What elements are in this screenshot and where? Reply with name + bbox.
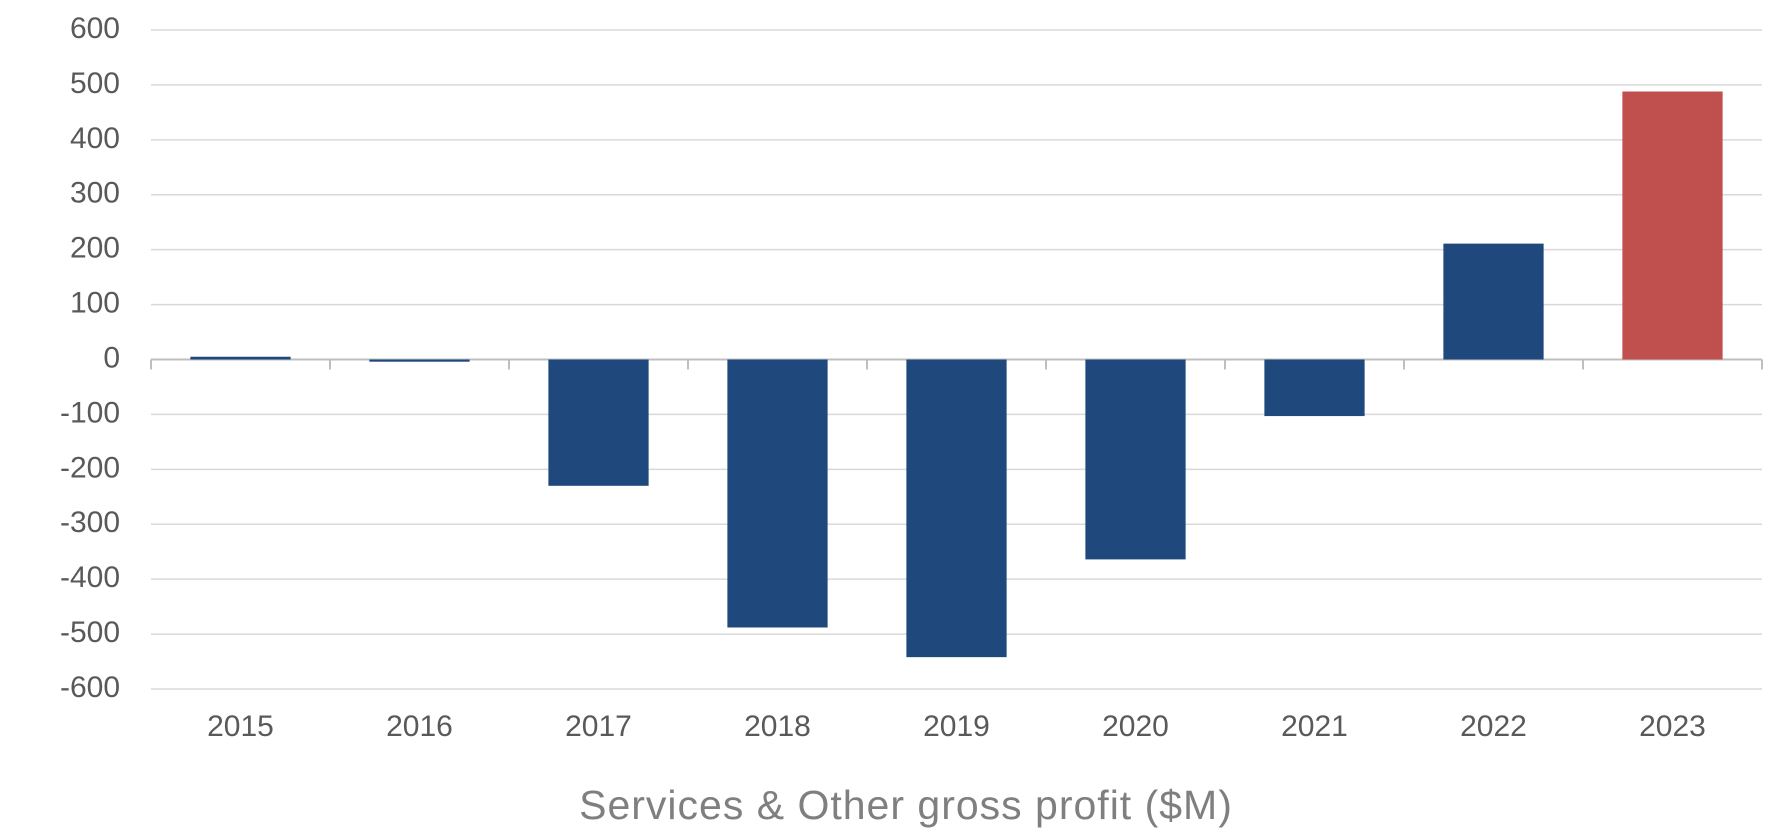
y-tick-label: -200 — [60, 451, 120, 484]
x-tick-label: 2015 — [207, 710, 274, 743]
y-tick-label: -400 — [60, 561, 120, 594]
bar — [548, 359, 649, 486]
x-tick-label: 2017 — [565, 710, 632, 743]
bar — [1622, 91, 1723, 360]
bar — [1085, 359, 1186, 560]
y-tick-label: 100 — [70, 287, 120, 320]
bar — [369, 359, 470, 362]
x-tick-label: 2018 — [744, 710, 811, 743]
x-tick-label: 2021 — [1281, 710, 1348, 743]
bar — [190, 356, 291, 360]
bar — [727, 359, 828, 628]
x-tick-label: 2019 — [923, 710, 990, 743]
bar — [906, 359, 1007, 658]
y-tick-label: -600 — [60, 671, 120, 704]
y-tick-label: 200 — [70, 232, 120, 265]
y-tick-label: -100 — [60, 396, 120, 429]
y-tick-label: 400 — [70, 122, 120, 155]
bar — [1443, 243, 1544, 360]
x-tick-label: 2020 — [1102, 710, 1169, 743]
x-axis-title: Services & Other gross profit ($M) — [579, 782, 1233, 828]
x-tick-label: 2016 — [386, 710, 453, 743]
x-tick-label: 2023 — [1639, 710, 1706, 743]
y-tick-label: 500 — [70, 67, 120, 100]
x-tick-label: 2022 — [1460, 710, 1527, 743]
y-tick-label: 0 — [103, 341, 120, 374]
y-tick-label: 300 — [70, 177, 120, 210]
y-tick-label: 600 — [70, 12, 120, 45]
y-tick-label: -300 — [60, 506, 120, 539]
bar — [1264, 359, 1365, 417]
y-tick-label: -500 — [60, 616, 120, 649]
